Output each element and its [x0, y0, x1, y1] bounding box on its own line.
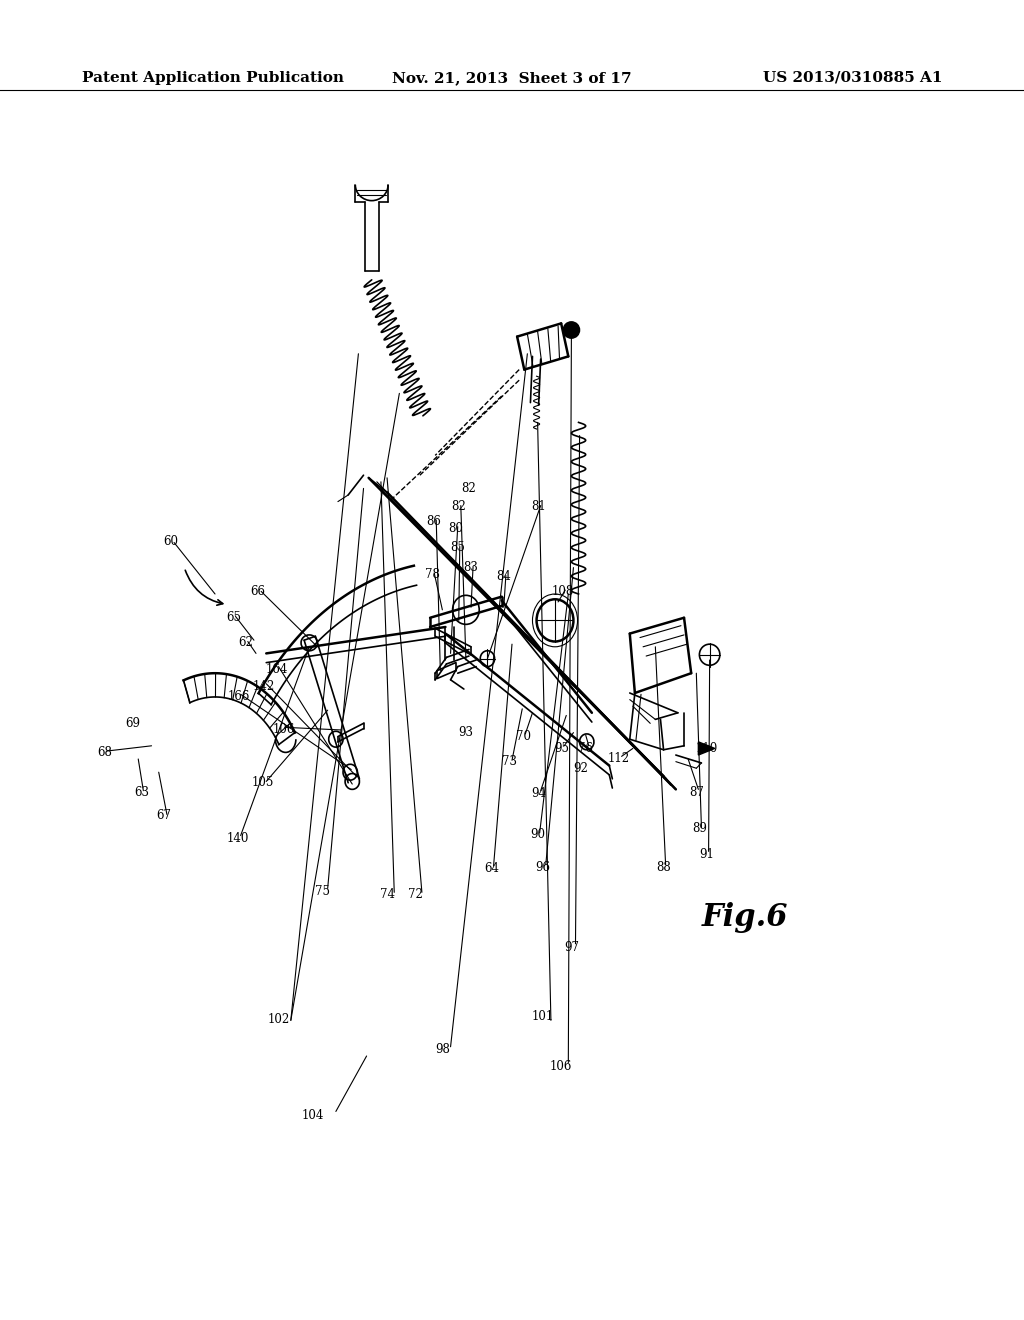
- Text: 142: 142: [253, 680, 275, 693]
- Text: 69: 69: [126, 717, 140, 730]
- Text: 85: 85: [451, 541, 465, 554]
- Text: 91: 91: [699, 847, 714, 861]
- Text: 88: 88: [656, 861, 671, 874]
- Text: 106: 106: [550, 1060, 572, 1073]
- Text: 60: 60: [164, 535, 178, 548]
- Text: 140: 140: [226, 832, 249, 845]
- Text: 75: 75: [315, 884, 330, 898]
- Text: 80: 80: [449, 521, 463, 535]
- Text: Patent Application Publication: Patent Application Publication: [82, 71, 344, 84]
- Text: 105: 105: [252, 776, 274, 789]
- Text: 68: 68: [97, 746, 112, 759]
- Text: 108: 108: [552, 585, 574, 598]
- Text: 102: 102: [267, 1012, 290, 1026]
- Text: 70: 70: [516, 730, 530, 743]
- Text: 93: 93: [459, 726, 473, 739]
- Text: 66: 66: [251, 585, 265, 598]
- Text: 112: 112: [607, 752, 630, 766]
- Text: 67: 67: [157, 809, 171, 822]
- Text: 63: 63: [134, 785, 148, 799]
- Text: 62: 62: [239, 636, 253, 649]
- Text: 73: 73: [503, 755, 517, 768]
- Polygon shape: [698, 742, 715, 755]
- Text: 110: 110: [695, 742, 718, 755]
- Text: 87: 87: [689, 785, 703, 799]
- Text: 166: 166: [227, 690, 250, 704]
- Text: 97: 97: [564, 941, 579, 954]
- Text: 94: 94: [531, 787, 546, 800]
- Text: 84: 84: [497, 570, 511, 583]
- Circle shape: [563, 322, 580, 338]
- Text: 106: 106: [272, 723, 295, 737]
- Text: 72: 72: [409, 888, 423, 902]
- Text: 98: 98: [435, 1043, 450, 1056]
- Text: 96: 96: [536, 861, 550, 874]
- Text: 83: 83: [464, 561, 478, 574]
- Text: 95: 95: [555, 742, 569, 755]
- Text: 76: 76: [579, 742, 593, 755]
- Text: 74: 74: [380, 888, 394, 902]
- Text: Nov. 21, 2013  Sheet 3 of 17: Nov. 21, 2013 Sheet 3 of 17: [392, 71, 632, 84]
- Text: 78: 78: [425, 568, 439, 581]
- Text: 81: 81: [531, 500, 546, 513]
- Text: Fig.6: Fig.6: [701, 902, 787, 933]
- Text: 65: 65: [226, 611, 241, 624]
- Text: 82: 82: [462, 482, 476, 495]
- Text: 92: 92: [573, 762, 588, 775]
- Text: 104: 104: [301, 1109, 324, 1122]
- Text: 164: 164: [265, 663, 288, 676]
- Text: 89: 89: [692, 822, 707, 836]
- Text: 86: 86: [427, 515, 441, 528]
- Text: US 2013/0310885 A1: US 2013/0310885 A1: [763, 71, 942, 84]
- Text: 64: 64: [484, 862, 499, 875]
- Text: 101: 101: [531, 1010, 554, 1023]
- Text: 90: 90: [530, 828, 545, 841]
- Text: 82: 82: [452, 500, 466, 513]
